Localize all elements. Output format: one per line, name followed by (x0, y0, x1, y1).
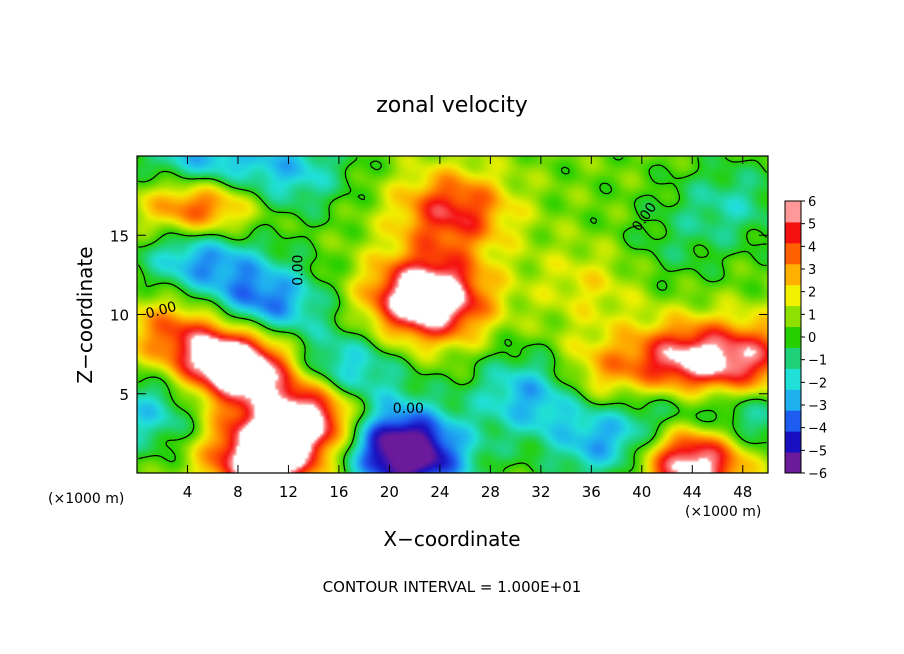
x-tick-label: 40 (632, 483, 651, 501)
colorbar-swatch (785, 221, 801, 244)
colorbar-tick-label: −1 (808, 354, 827, 369)
colorbar-swatch (785, 389, 801, 411)
colorbar-swatch (785, 284, 801, 307)
colorbar-tick-label: −3 (808, 399, 827, 414)
x-axis-ticks: 4 8 12 16 20 24 28 32 36 40 44 48 (183, 156, 752, 501)
colorbar-tick-label: −6 (808, 467, 827, 482)
contour-interval-note: CONTOUR INTERVAL = 1.000E+01 (323, 578, 582, 596)
colorbar-swatch (785, 431, 801, 453)
y-axis-label: Z−coordinate (73, 246, 97, 383)
zero-contour-line (137, 157, 768, 473)
colorbar-swatch (785, 410, 801, 432)
contour-layer (137, 157, 768, 473)
colorbar: 6 5 4 3 2 1 0 −1 −2 −3 −4 −5 −6 (784, 195, 827, 482)
x-tick-label: 48 (733, 483, 752, 501)
colorbar-tick-label: 2 (808, 286, 816, 301)
colorbar-swatch (785, 452, 801, 474)
colorbar-swatch (785, 347, 801, 369)
contour-label: 0.00 (144, 299, 178, 323)
x-tick-label: 16 (329, 483, 348, 501)
colorbar-swatch (785, 242, 801, 265)
x-tick-label: 20 (380, 483, 399, 501)
contour-label-layer: 0.000.000.000.00 (144, 200, 660, 417)
colorbar-tick-label: −4 (808, 422, 827, 437)
x-tick-label: 36 (582, 483, 601, 501)
colorbar-tick-label: 1 (808, 308, 816, 323)
plot-area: 0.000.000.000.00 (136, 155, 769, 474)
colorbar-swatch (785, 326, 801, 348)
colorbar-tick-label: 5 (808, 218, 816, 233)
x-axis-label: X−coordinate (383, 527, 520, 551)
colorbar-swatch (785, 201, 801, 223)
contour-label: 0.00 (393, 401, 424, 417)
x-tick-label: 44 (683, 483, 702, 501)
colorbar-swatch (785, 368, 801, 390)
colorbar-tick-label: 0 (808, 331, 816, 346)
x-units-right: (×1000 m) (685, 504, 761, 520)
velocity-heatmap (137, 156, 768, 473)
colorbar-tick-label: 6 (808, 195, 816, 210)
contour-label: 0.00 (290, 255, 306, 286)
y-tick-label: 15 (110, 227, 129, 245)
x-units-left: (×1000 m) (48, 491, 124, 507)
y-tick-label: 5 (119, 386, 129, 404)
x-tick-label: 12 (279, 483, 298, 501)
x-tick-label: 28 (481, 483, 500, 501)
colorbar-tick-label: 4 (808, 240, 816, 255)
colorbar-swatch (785, 305, 801, 328)
x-tick-label: 8 (233, 483, 243, 501)
colorbar-swatch (785, 263, 801, 286)
colorbar-tick-label: −5 (808, 444, 827, 459)
colorbar-tick-label: 3 (808, 263, 816, 278)
colorbar-tick-label: −2 (808, 376, 827, 391)
x-tick-label: 32 (531, 483, 550, 501)
chart-title: zonal velocity (376, 93, 528, 118)
x-tick-label: 4 (183, 483, 193, 501)
y-axis-ticks: 5 10 15 (110, 227, 768, 404)
x-tick-label: 24 (430, 483, 449, 501)
y-tick-label: 10 (110, 307, 129, 325)
